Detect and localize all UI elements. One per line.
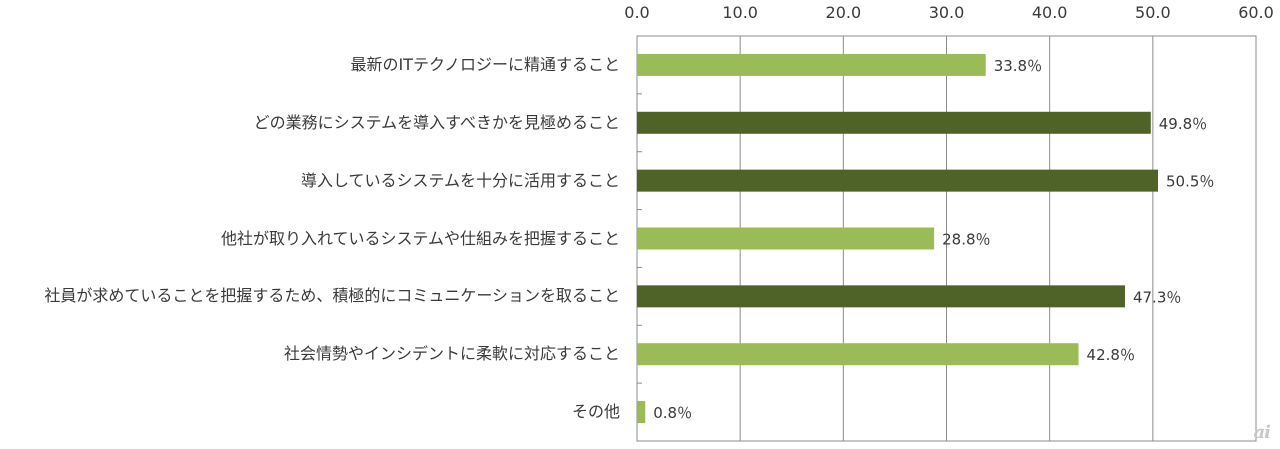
data-label: 33.8％ xyxy=(994,57,1042,75)
x-tick-label: 50.0 xyxy=(1135,3,1171,22)
category-label: その他 xyxy=(571,402,620,422)
category-label: どの業務にシステムを導入すべきかを見極めること xyxy=(253,112,620,132)
data-label: 42.8％ xyxy=(1087,346,1135,364)
category-label: 最新のITテクノロジーに精通すること xyxy=(350,54,620,74)
data-label: 0.8％ xyxy=(653,404,692,422)
x-tick-label: 10.0 xyxy=(722,3,758,22)
x-tick-label: 20.0 xyxy=(826,3,862,22)
category-label: 導入しているシステムを十分に活用すること xyxy=(300,170,620,190)
x-tick-label: 40.0 xyxy=(1032,3,1068,22)
x-tick-label: 60.0 xyxy=(1238,3,1274,22)
watermark-logo: ai xyxy=(1253,422,1270,443)
x-tick-label: 0.0 xyxy=(624,3,649,22)
x-tick-label: 30.0 xyxy=(929,3,965,22)
data-label: 50.5％ xyxy=(1166,173,1214,191)
bar xyxy=(637,227,935,250)
bar xyxy=(637,111,1151,134)
bar xyxy=(637,343,1079,366)
category-label: 社員が求めていることを把握するため、積極的にコミュニケーションを取ること xyxy=(44,286,620,306)
bar xyxy=(637,53,986,76)
data-label: 28.8％ xyxy=(942,231,990,249)
category-label: 他社が取り入れているシステムや仕組みを把握すること xyxy=(220,228,620,248)
data-label: 49.8％ xyxy=(1159,115,1207,133)
bar xyxy=(637,169,1158,192)
bar xyxy=(637,285,1125,308)
data-label: 47.3％ xyxy=(1133,288,1181,306)
category-label: 社会情勢やインシデントに柔軟に対応すること xyxy=(283,344,620,364)
bar xyxy=(637,401,646,424)
